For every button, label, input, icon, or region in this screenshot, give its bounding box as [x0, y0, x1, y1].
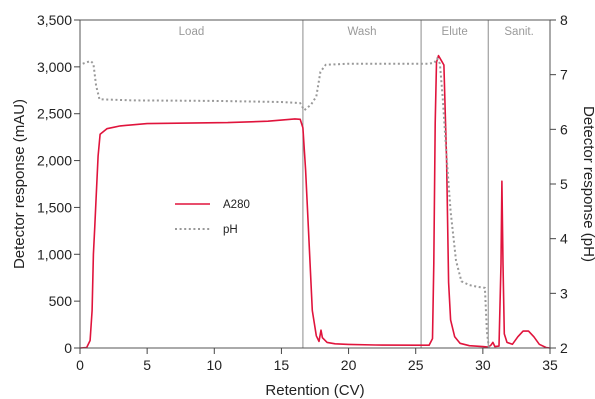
y-tick-label-right: 3 [560, 285, 568, 301]
phase-label-load: Load [179, 26, 205, 38]
phase-label-sanit: Sanit. [504, 26, 533, 38]
x-axis-title: Retention (CV) [265, 382, 364, 399]
y-tick-label-left: 1,500 [37, 199, 72, 215]
y-axis-right-title: Detector response (pH) [580, 106, 595, 262]
y-tick-label-left: 1,000 [37, 246, 72, 262]
x-tick-label: 15 [274, 357, 290, 373]
x-tick-label: 35 [542, 357, 558, 373]
y-tick-label-right: 6 [560, 121, 568, 137]
y-tick-label-left: 3,000 [37, 59, 72, 75]
y-tick-label-right: 7 [560, 67, 568, 83]
y-tick-label-right: 5 [560, 176, 568, 192]
y-tick-label-left: 500 [49, 293, 73, 309]
y-tick-label-left: 0 [64, 340, 72, 356]
x-tick-label: 5 [143, 357, 151, 373]
legend-label-ph: pH [223, 224, 238, 236]
y-tick-label-right: 8 [560, 12, 568, 28]
x-tick-label: 0 [76, 357, 84, 373]
y-axis-left-title: Detector response (mAU) [11, 99, 28, 269]
plot-frame [79, 19, 551, 349]
y-tick-label-right: 2 [560, 340, 568, 356]
phase-label-elute: Elute [442, 26, 468, 38]
legend: A280 pH [175, 199, 250, 236]
phase-label-wash: Wash [348, 26, 377, 38]
x-tick-label: 30 [475, 357, 491, 373]
x-tick-label: 20 [341, 357, 357, 373]
plot-series [79, 54, 551, 349]
phase-regions: Load Wash Elute Sanit. [179, 20, 534, 348]
y-tick-label-left: 2,000 [37, 153, 72, 169]
y-tick-label-left: 2,500 [37, 106, 72, 122]
y-tick-label-left: 3,500 [37, 12, 72, 28]
series-line-a280 [79, 54, 551, 349]
y-tick-label-right: 4 [560, 231, 568, 247]
series-line-ph [82, 57, 490, 349]
x-tick-label: 10 [206, 357, 222, 373]
x-tick-label: 25 [408, 357, 424, 373]
axes: 0 5 10 15 20 25 30 3505001,0001,5002,0002,5003,… [37, 12, 568, 373]
legend-label-a280: A280 [223, 199, 250, 211]
